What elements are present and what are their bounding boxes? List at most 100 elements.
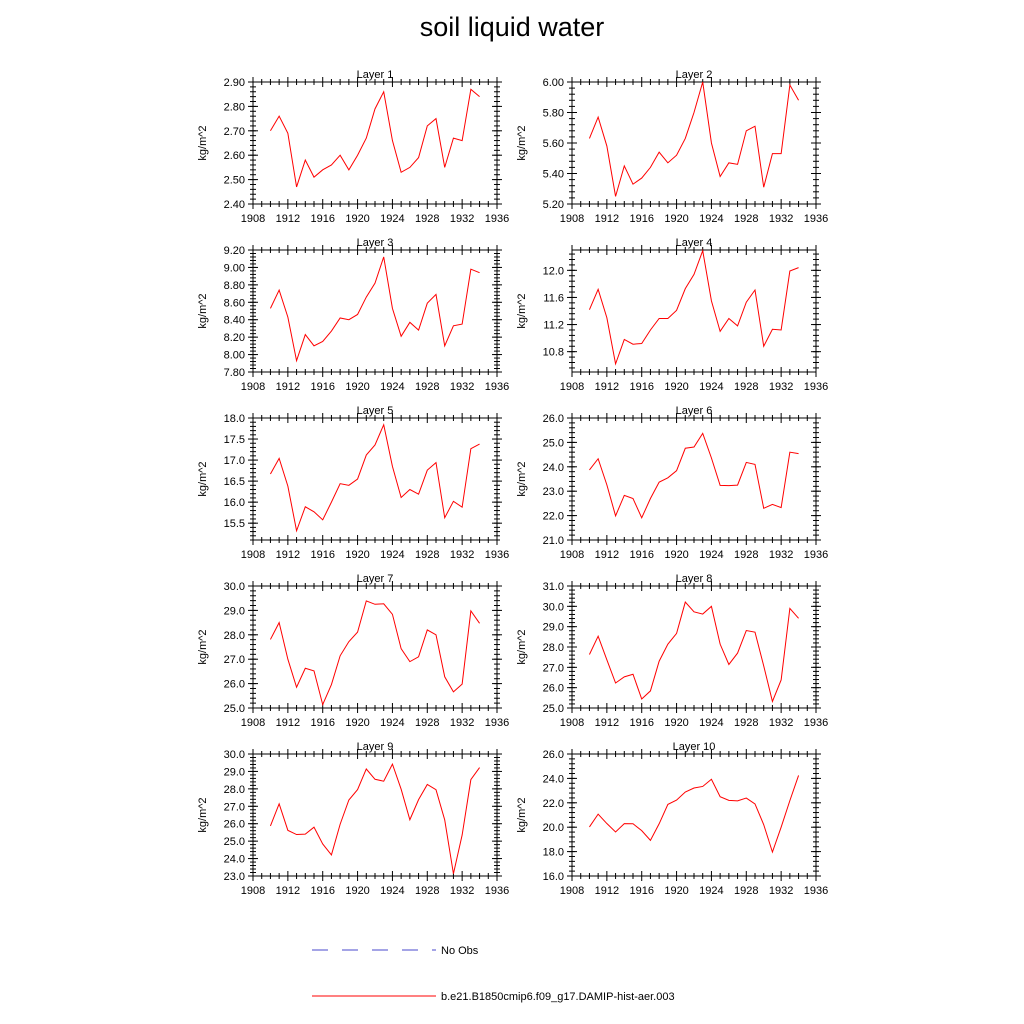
x-tick-label: 1936 (485, 885, 509, 897)
x-tick-label: 1920 (345, 381, 369, 393)
panel-title: Layer 8 (676, 573, 713, 585)
series-line (269, 256, 480, 363)
y-tick-label: 16.0 (543, 871, 564, 883)
x-tick-label: 1920 (664, 381, 688, 393)
x-tick-label: 1924 (380, 213, 404, 225)
x-tick-label: 1932 (450, 381, 474, 393)
x-tick-label: 1928 (734, 213, 758, 225)
series-line (270, 88, 480, 188)
x-tick-label: 1912 (276, 885, 300, 897)
x-tick-label: 1916 (310, 549, 334, 561)
y-tick-label: 8.20 (224, 332, 245, 344)
y-axis-label: kg/m^2 (197, 125, 209, 160)
x-tick-label: 1928 (734, 717, 758, 729)
x-tick-label: 1920 (664, 213, 688, 225)
y-tick-label: 26.0 (543, 749, 564, 761)
y-tick-label: 21.0 (543, 535, 564, 547)
panel-title: Layer 6 (676, 405, 713, 417)
y-tick-label: 8.60 (224, 297, 245, 309)
y-axis-label: kg/m^2 (516, 125, 528, 160)
y-tick-label: 8.80 (224, 280, 245, 292)
x-tick-label: 1924 (380, 885, 404, 897)
x-tick-label: 1924 (699, 549, 723, 561)
y-tick-label: 24.0 (224, 854, 245, 866)
panel-title: Layer 1 (357, 69, 394, 81)
y-tick-label: 11.6 (543, 292, 564, 304)
x-tick-label: 1928 (734, 381, 758, 393)
y-tick-label: 27.0 (224, 801, 245, 813)
y-axis-label: kg/m^2 (197, 629, 209, 664)
x-tick-label: 1936 (804, 717, 828, 729)
panel-title: Layer 9 (357, 741, 394, 753)
y-tick-label: 25.0 (543, 437, 564, 449)
panel-10: Layer 10 kg/m^2 1908 1912 1916 1920 1924 1928 19… (516, 741, 828, 897)
x-tick-label: 1908 (241, 549, 265, 561)
x-tick-label: 1924 (699, 381, 723, 393)
series-line (269, 762, 480, 874)
x-tick-label: 1932 (450, 549, 474, 561)
panel-frame (571, 417, 817, 541)
y-tick-label: 10.8 (543, 347, 564, 359)
panel-1: Layer 1 kg/m^2 1908 1912 1916 1920 1924 1928 193… (197, 69, 509, 225)
y-tick-label: 20.0 (543, 822, 564, 834)
y-tick-label: 29.0 (224, 605, 245, 617)
x-tick-label: 1932 (769, 885, 793, 897)
x-tick-label: 1920 (345, 717, 369, 729)
panel-title: Layer 10 (673, 741, 716, 753)
y-tick-label: 28.0 (224, 630, 245, 642)
series-line (589, 432, 799, 520)
y-tick-label: 2.60 (224, 150, 245, 162)
y-tick-label: 2.40 (224, 199, 245, 211)
y-tick-label: 16.0 (224, 497, 245, 509)
x-tick-label: 1924 (699, 213, 723, 225)
x-tick-label: 1936 (804, 885, 828, 897)
y-tick-label: 18.0 (224, 413, 245, 425)
x-tick-label: 1908 (560, 885, 584, 897)
y-tick-label: 2.90 (224, 77, 245, 89)
x-tick-label: 1912 (595, 549, 619, 561)
y-tick-label: 28.0 (224, 784, 245, 796)
y-tick-label: 8.00 (224, 350, 245, 362)
y-tick-label: 18.0 (543, 847, 564, 859)
y-tick-label: 6.00 (543, 77, 564, 89)
y-axis-label: kg/m^2 (197, 461, 209, 496)
y-tick-label: 8.40 (224, 315, 245, 327)
x-tick-label: 1936 (485, 549, 509, 561)
x-tick-label: 1916 (310, 717, 334, 729)
x-tick-label: 1932 (450, 717, 474, 729)
x-tick-label: 1912 (276, 717, 300, 729)
panel-title: Layer 4 (676, 237, 713, 249)
x-tick-label: 1936 (804, 381, 828, 393)
x-tick-label: 1924 (380, 717, 404, 729)
x-tick-label: 1928 (415, 381, 439, 393)
y-axis-label: kg/m^2 (197, 797, 209, 832)
y-tick-label: 17.5 (224, 434, 245, 446)
y-tick-label: 23.0 (224, 871, 245, 883)
y-tick-label: 30.0 (543, 601, 564, 613)
panel-frame (571, 81, 817, 205)
y-tick-label: 22.0 (543, 798, 564, 810)
y-tick-label: 7.80 (224, 367, 245, 379)
x-tick-label: 1936 (485, 381, 509, 393)
x-tick-label: 1924 (699, 885, 723, 897)
y-tick-label: 27.0 (543, 662, 564, 674)
x-tick-label: 1920 (345, 885, 369, 897)
x-tick-label: 1920 (345, 549, 369, 561)
panel-frame (571, 753, 817, 877)
x-tick-label: 1932 (769, 381, 793, 393)
legend-no-obs-label: No Obs (441, 945, 479, 957)
y-tick-label: 25.0 (543, 703, 564, 715)
series-line (269, 423, 480, 533)
y-tick-label: 25.0 (224, 703, 245, 715)
series-line (269, 600, 480, 707)
y-tick-label: 9.20 (224, 245, 245, 257)
x-tick-label: 1908 (241, 381, 265, 393)
series-line (588, 601, 799, 704)
figure-title: soil liquid water (419, 12, 605, 42)
y-tick-label: 17.0 (224, 455, 245, 467)
x-tick-label: 1908 (560, 213, 584, 225)
y-tick-label: 15.5 (224, 518, 245, 530)
panel-frame (252, 753, 498, 877)
y-tick-label: 30.0 (224, 581, 245, 593)
